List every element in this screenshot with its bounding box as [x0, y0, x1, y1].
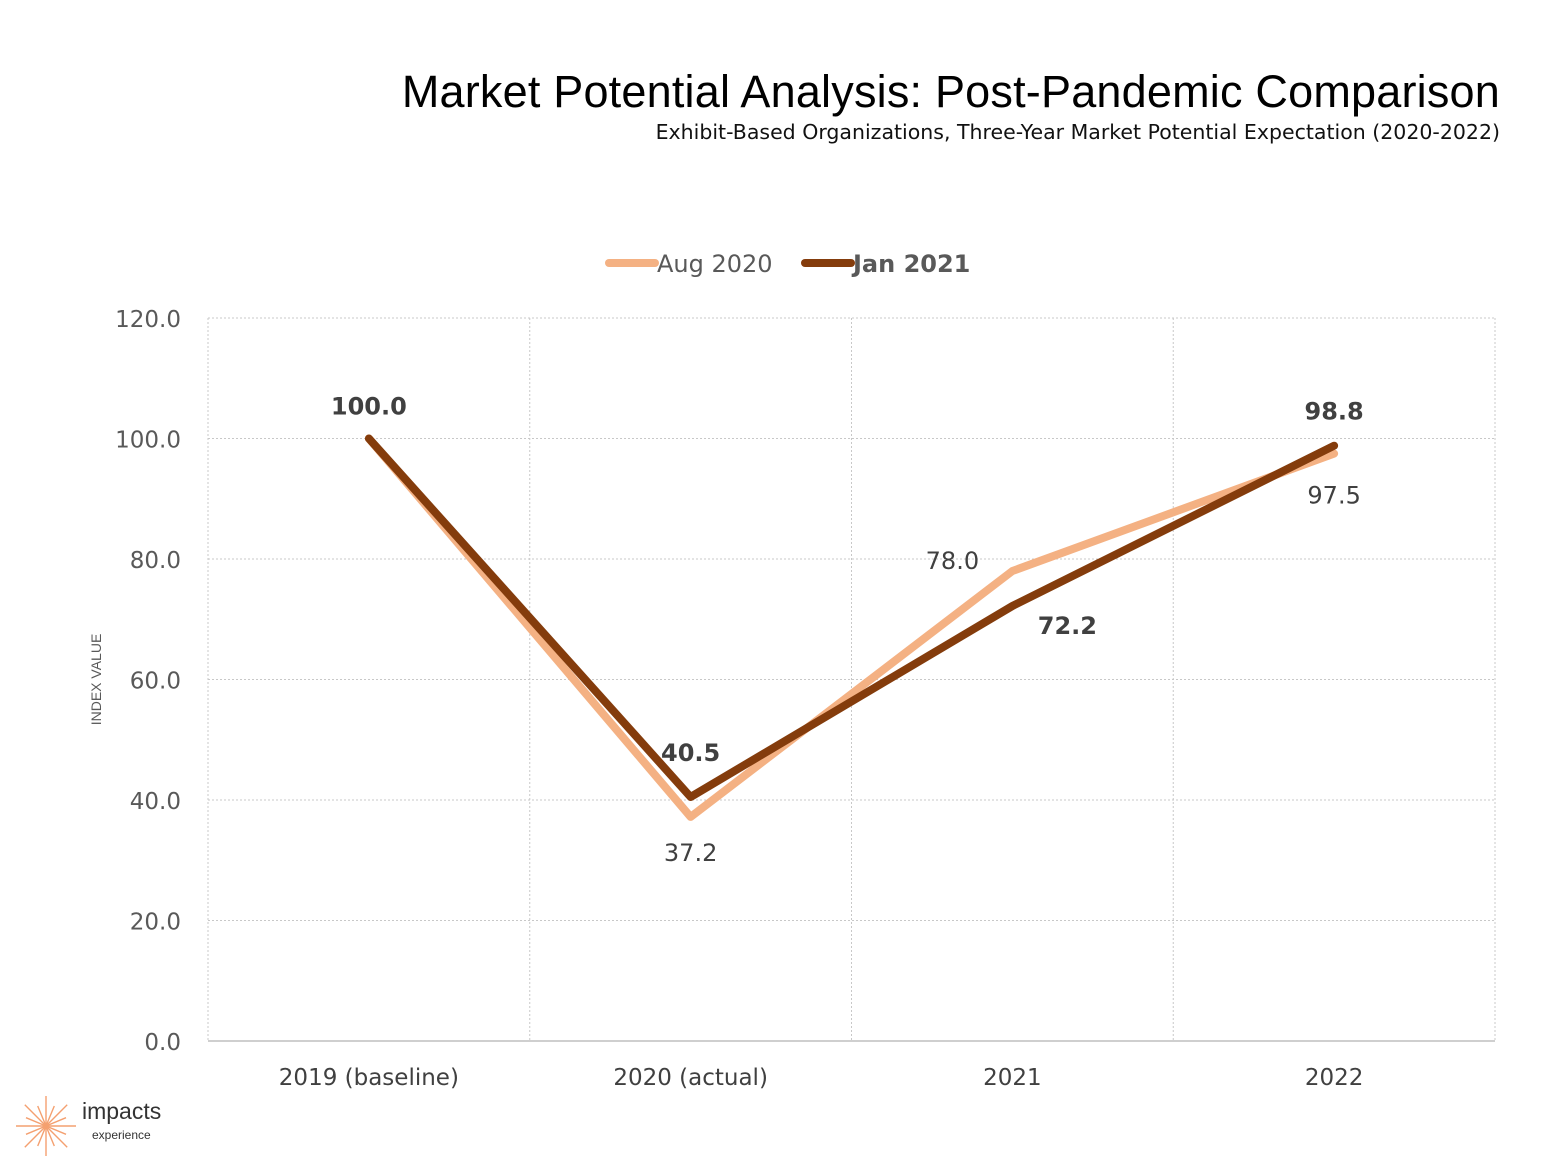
logo-ray	[45, 1125, 68, 1148]
data-label: 97.5	[1307, 482, 1360, 510]
series-line-aug-2020	[364, 434, 1339, 821]
y-tick-label: 100.0	[115, 428, 181, 454]
series-line-jan-2021	[364, 434, 1339, 801]
logo-ray	[45, 1125, 67, 1135]
logo-ray	[37, 1105, 47, 1127]
data-label: 100.0	[331, 393, 407, 421]
logo-ray	[24, 1104, 47, 1127]
logo-ray	[25, 1117, 47, 1127]
data-label: 98.8	[1305, 398, 1364, 426]
x-tick-label: 2021	[983, 1065, 1042, 1091]
y-axis-title: INDEX VALUE	[88, 634, 104, 726]
data-label: 37.2	[664, 839, 717, 867]
y-tick-label: 0.0	[144, 1030, 181, 1056]
data-label: 78.0	[926, 547, 979, 575]
y-tick-label: 40.0	[130, 789, 181, 815]
y-tick-label: 120.0	[115, 307, 181, 333]
x-tick-label: 2022	[1305, 1065, 1364, 1091]
logo-ray	[45, 1117, 67, 1127]
logo-name: impacts	[82, 1098, 162, 1124]
logo-ray	[45, 1104, 68, 1127]
logo-ray	[45, 1125, 55, 1147]
logo-ray	[45, 1105, 55, 1127]
y-tick-label: 20.0	[130, 910, 181, 936]
y-tick-label: 60.0	[130, 669, 181, 695]
x-tick-label: 2019 (baseline)	[279, 1065, 459, 1091]
logo-ray	[24, 1125, 47, 1148]
logo-center-dot	[43, 1123, 49, 1129]
legend-label: Jan 2021	[851, 250, 970, 278]
sunburst-logo-icon	[16, 1096, 76, 1156]
chart-title: Market Potential Analysis: Post-Pandemic…	[401, 66, 1500, 117]
data-label: 40.5	[661, 739, 720, 767]
logo-ray	[37, 1125, 47, 1147]
x-tick-label: 2020 (actual)	[613, 1065, 768, 1091]
legend-label: Aug 2020	[657, 250, 773, 278]
logo-subtitle: experience	[92, 1128, 151, 1142]
chart-subtitle: Exhibit-Based Organizations, Three-Year …	[655, 120, 1500, 144]
logo-ray	[25, 1125, 47, 1135]
y-tick-label: 80.0	[130, 548, 181, 574]
data-label: 72.2	[1038, 612, 1097, 640]
